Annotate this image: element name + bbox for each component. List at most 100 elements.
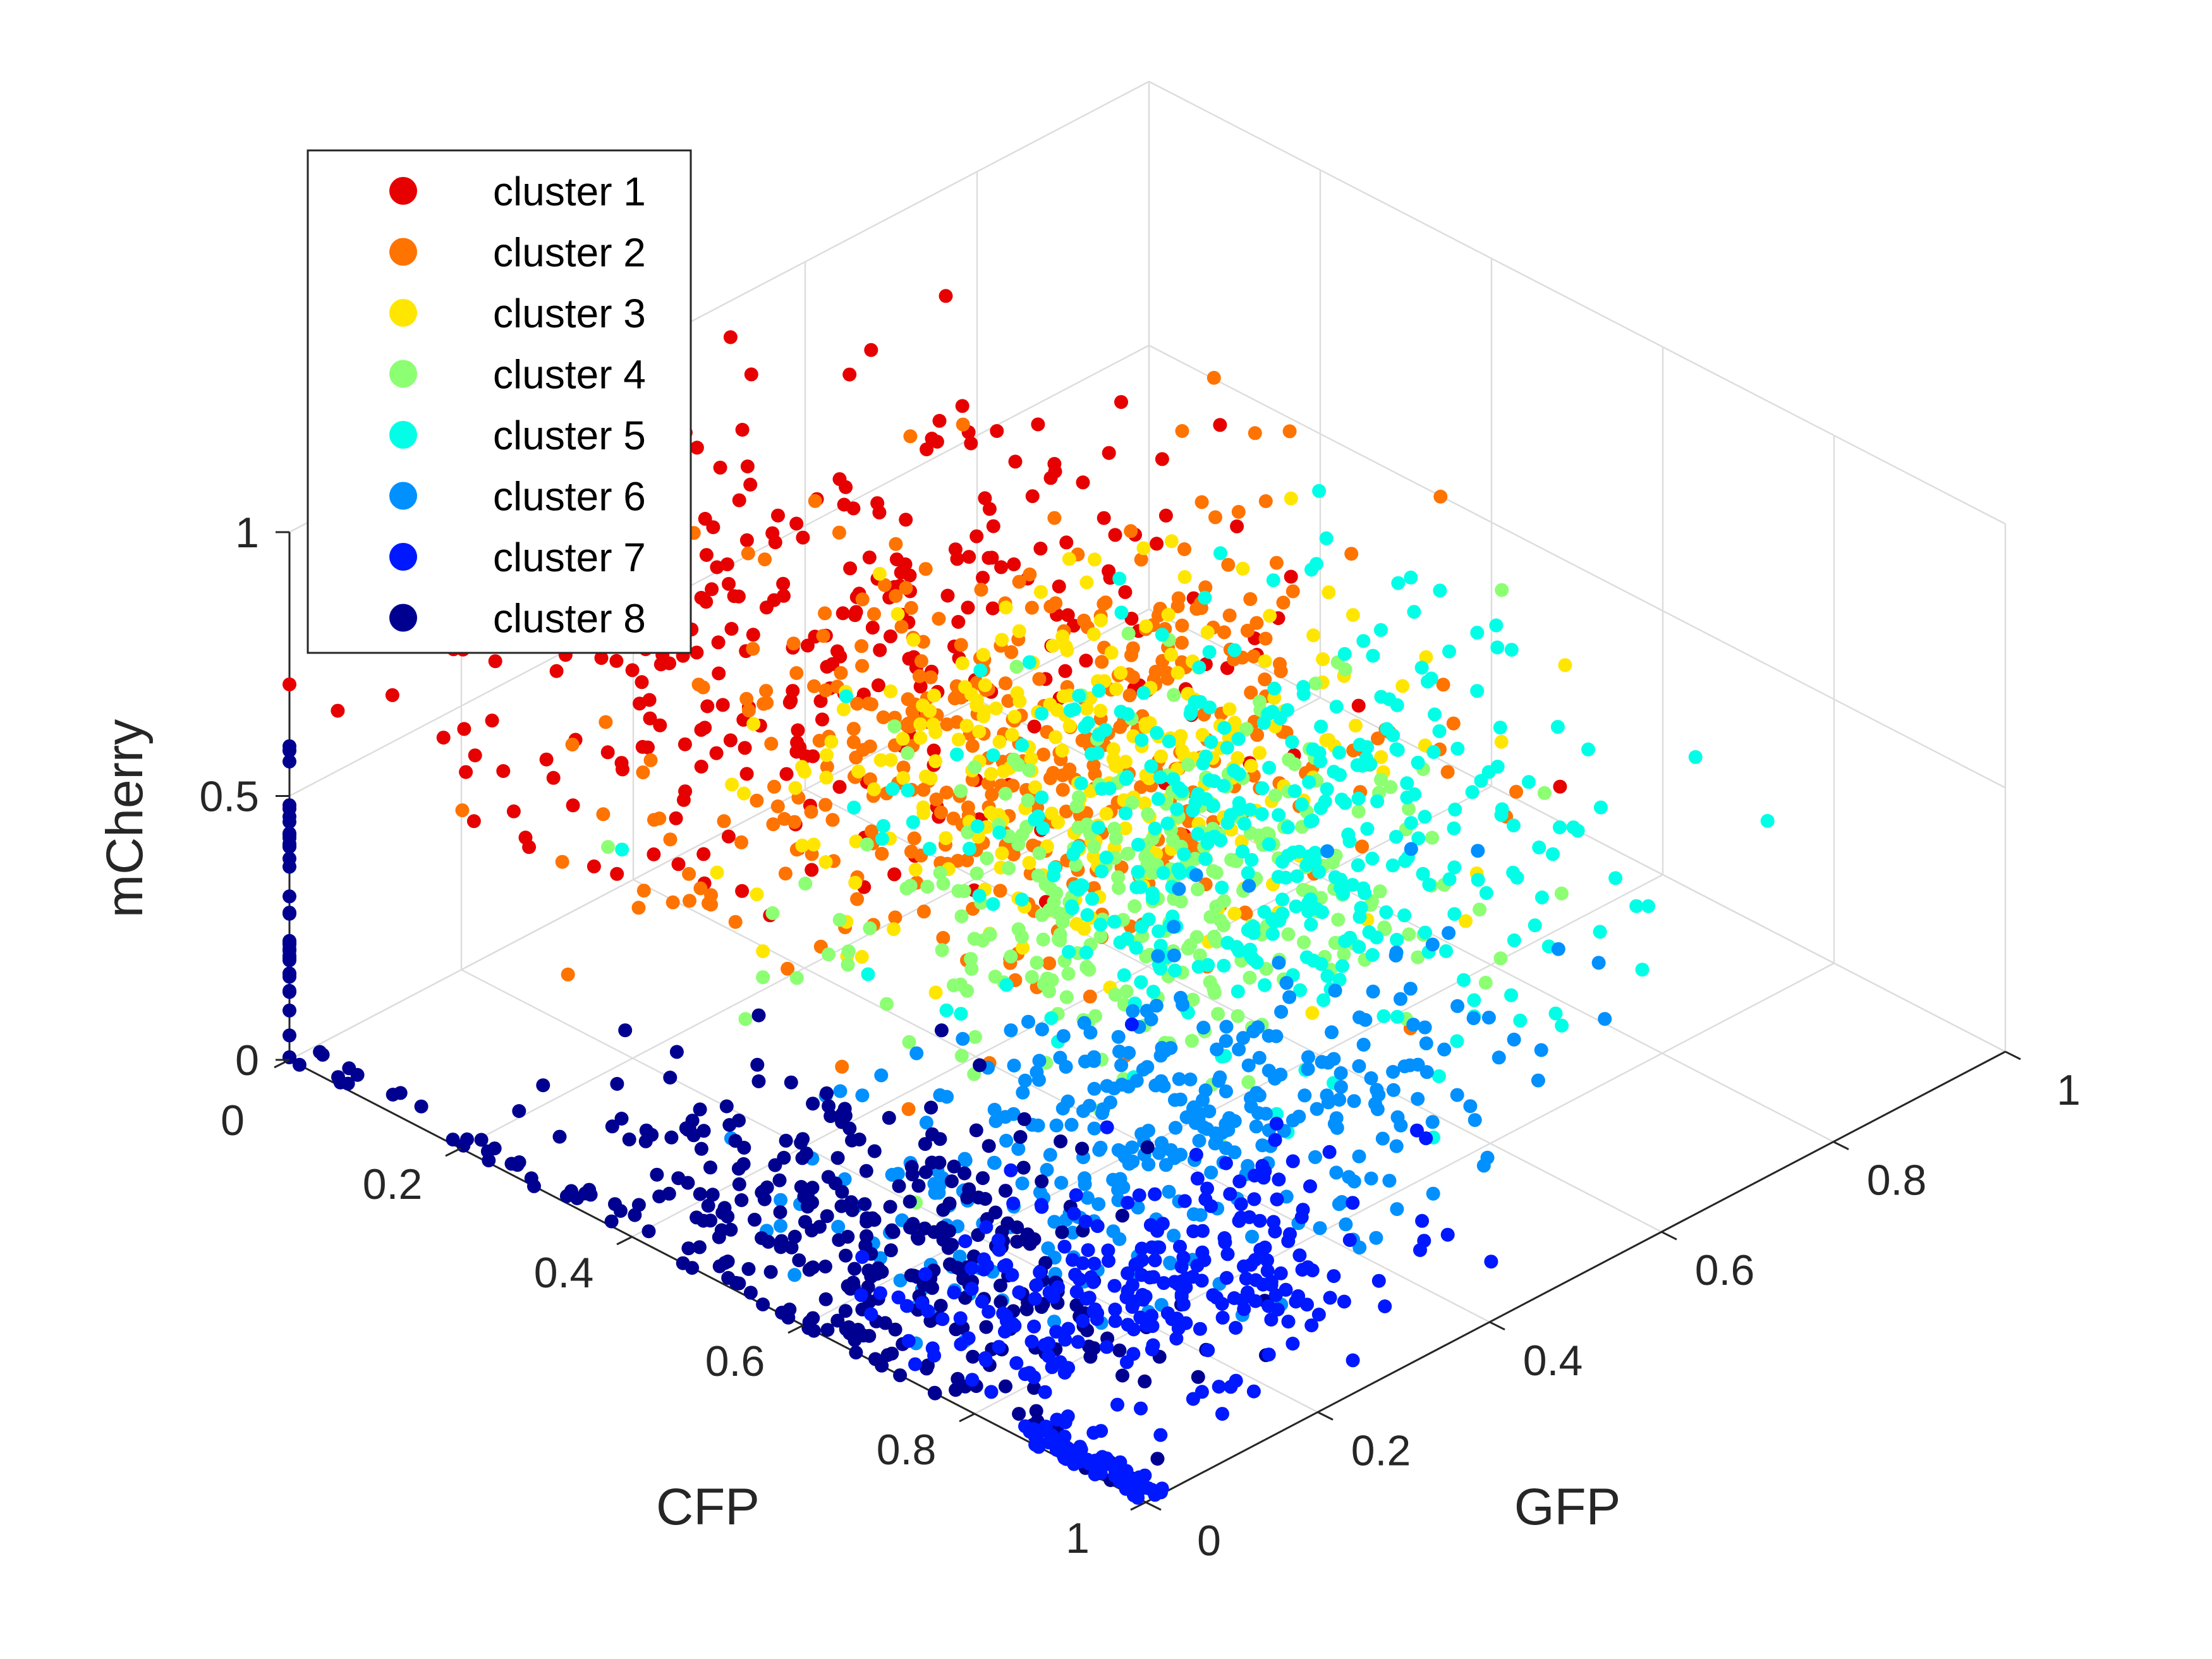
data-point — [841, 944, 856, 959]
data-point — [848, 608, 862, 623]
data-point — [636, 884, 651, 898]
data-point — [1167, 1229, 1181, 1243]
data-point — [1172, 1072, 1186, 1086]
data-point — [1160, 816, 1175, 830]
data-point — [860, 837, 874, 852]
data-point — [694, 1141, 708, 1156]
y-tick-label: 0 — [1197, 1517, 1221, 1565]
data-point — [1581, 742, 1595, 757]
data-point — [1115, 1208, 1129, 1223]
data-point — [820, 1209, 834, 1224]
data-point — [1069, 1285, 1084, 1299]
data-point — [1022, 655, 1036, 669]
data-point — [641, 1224, 656, 1239]
data-point — [1036, 821, 1050, 836]
x-tick-mark — [616, 1236, 633, 1246]
data-point — [1280, 820, 1295, 834]
data-point — [1069, 799, 1084, 813]
data-point — [1024, 1334, 1039, 1349]
data-point — [586, 859, 601, 873]
data-point — [1108, 1314, 1122, 1328]
data-point — [1281, 927, 1296, 942]
data-point — [1466, 1011, 1481, 1026]
grid-line — [1148, 344, 2006, 789]
data-point — [1328, 870, 1342, 884]
data-point — [1215, 1407, 1229, 1421]
data-point — [1305, 1006, 1320, 1020]
data-point — [1231, 504, 1246, 519]
data-point — [793, 740, 807, 755]
data-point — [536, 1078, 550, 1093]
z-tick-label: 0.5 — [199, 773, 259, 821]
data-point — [1057, 1430, 1072, 1444]
data-point — [982, 502, 997, 516]
data-point — [1152, 1240, 1167, 1255]
data-point — [1285, 1154, 1300, 1169]
data-point — [901, 746, 915, 760]
legend-entry: cluster 3 — [493, 291, 646, 336]
data-point — [997, 764, 1011, 779]
data-point — [696, 847, 711, 861]
data-point — [1175, 618, 1189, 633]
data-point — [1156, 866, 1170, 880]
data-point — [864, 1270, 878, 1284]
data-point — [1215, 880, 1229, 895]
data-point — [927, 688, 941, 703]
data-point — [1200, 625, 1215, 640]
data-point — [496, 764, 511, 778]
data-point — [1253, 695, 1267, 709]
data-point — [967, 932, 981, 946]
data-point — [1513, 1013, 1528, 1028]
data-point — [1194, 1385, 1209, 1399]
data-point — [962, 550, 976, 564]
data-point — [647, 813, 661, 827]
data-point — [1059, 1060, 1073, 1074]
data-point — [1240, 623, 1255, 638]
data-point — [1060, 608, 1075, 623]
data-point — [970, 693, 984, 708]
data-point — [1490, 760, 1505, 774]
data-point — [1192, 1134, 1206, 1148]
data-point — [1313, 1221, 1327, 1236]
data-point — [610, 866, 624, 881]
data-point — [1296, 687, 1311, 702]
data-point — [863, 739, 877, 753]
data-point — [1016, 1160, 1031, 1175]
data-point — [1059, 805, 1073, 818]
data-point — [1106, 742, 1121, 757]
data-point — [1215, 1310, 1230, 1325]
data-point — [956, 1031, 970, 1046]
data-point — [1148, 822, 1162, 836]
data-point — [1091, 820, 1105, 835]
data-point — [1641, 899, 1656, 913]
data-point — [820, 760, 834, 774]
data-point — [978, 491, 992, 506]
data-point — [683, 894, 696, 908]
data-point — [806, 1323, 821, 1338]
data-point — [1198, 1083, 1213, 1098]
data-point — [1528, 918, 1542, 933]
data-point — [984, 1385, 999, 1399]
data-point — [976, 1262, 991, 1277]
data-point — [1218, 1156, 1233, 1170]
data-point — [985, 601, 1000, 616]
data-point — [1016, 940, 1030, 955]
data-point — [845, 1133, 859, 1148]
data-point — [721, 1271, 736, 1285]
data-point — [746, 717, 761, 731]
data-point — [1086, 1054, 1101, 1068]
data-point — [1253, 1213, 1267, 1228]
data-point — [1086, 839, 1101, 854]
data-point — [1013, 1130, 1028, 1144]
data-point — [1112, 1343, 1127, 1358]
data-point — [861, 967, 875, 981]
data-point — [1297, 935, 1311, 949]
data-point — [1289, 899, 1303, 914]
data-point — [698, 720, 712, 735]
data-point — [932, 612, 946, 626]
data-point — [1222, 702, 1237, 717]
data-point — [712, 666, 726, 681]
data-point — [1090, 1219, 1105, 1233]
data-point — [1198, 580, 1213, 595]
